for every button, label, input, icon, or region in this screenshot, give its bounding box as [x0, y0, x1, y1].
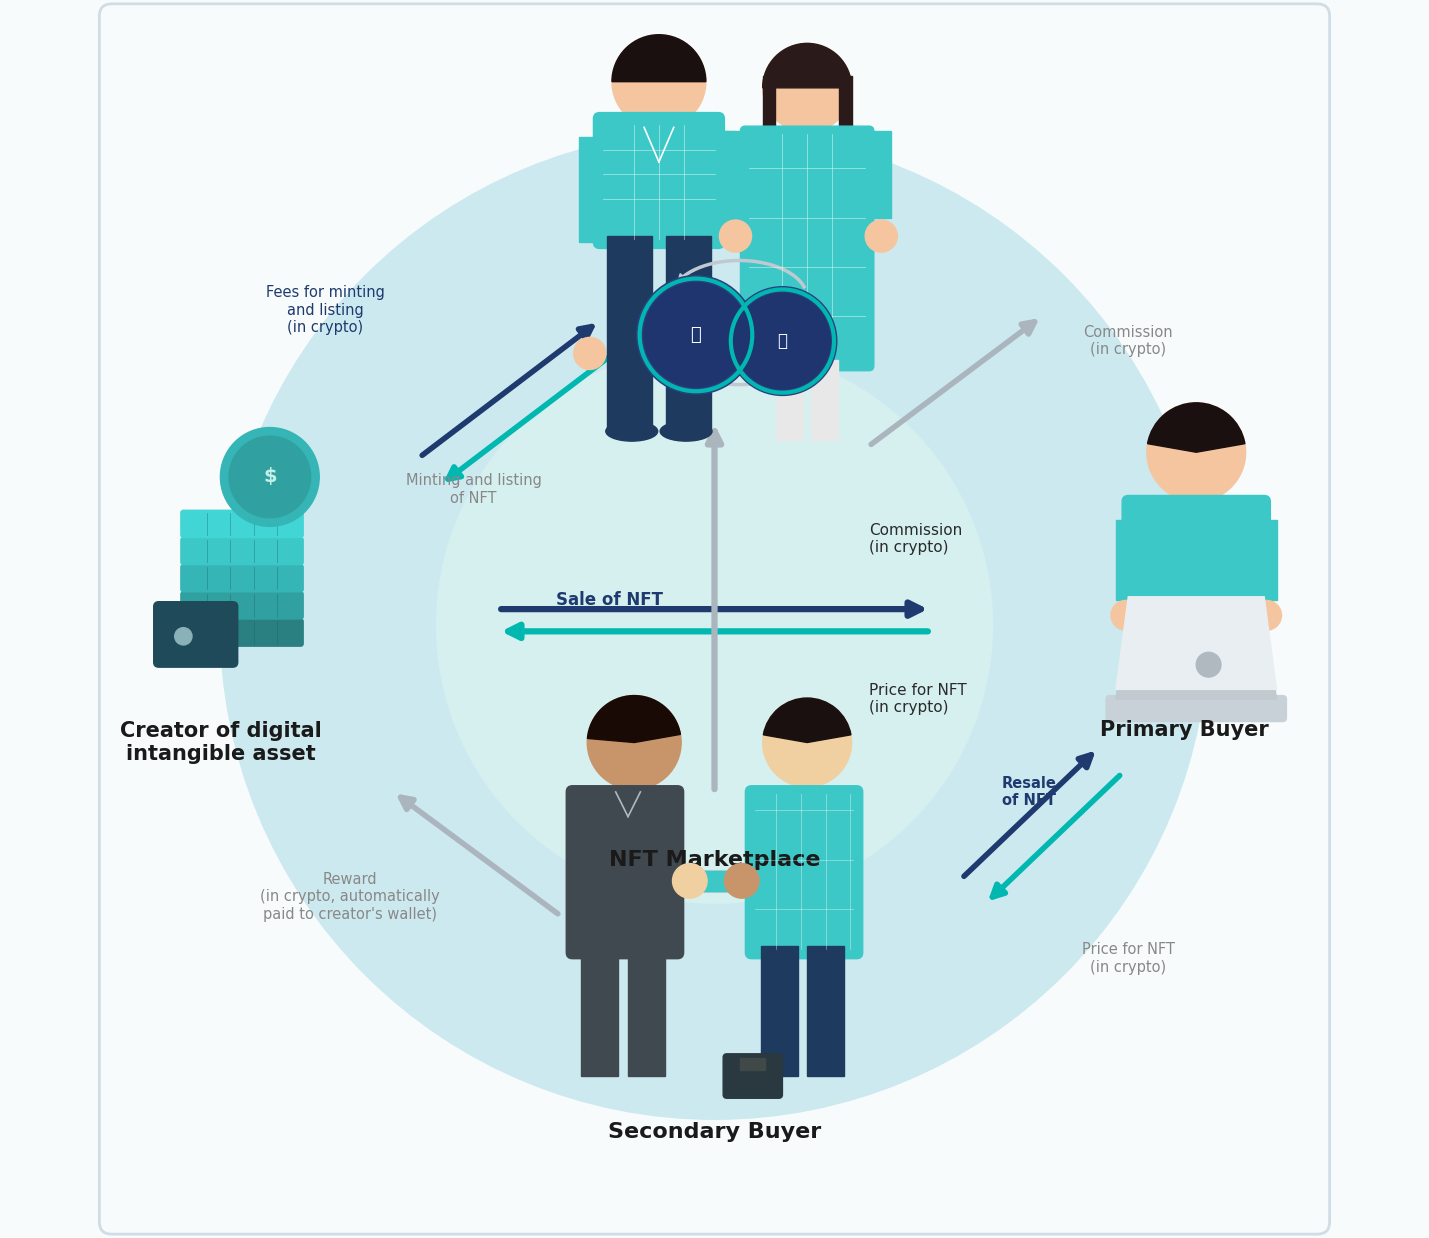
Bar	[579, 137, 600, 243]
Circle shape	[865, 220, 897, 253]
Polygon shape	[1116, 597, 1276, 690]
Bar	[839, 76, 852, 150]
Text: Price for NFT
(in crypto): Price for NFT (in crypto)	[869, 683, 966, 716]
Bar	[807, 946, 845, 1076]
FancyBboxPatch shape	[740, 126, 875, 370]
Wedge shape	[612, 35, 706, 82]
Bar	[762, 946, 799, 1076]
Circle shape	[437, 347, 992, 903]
Bar	[723, 131, 746, 218]
Bar	[649, 100, 669, 131]
Circle shape	[725, 864, 759, 898]
Bar	[1116, 520, 1135, 600]
Text: Reward
(in crypto, automatically
paid to creator's wallet): Reward (in crypto, automatically paid to…	[260, 872, 440, 922]
Circle shape	[1147, 402, 1246, 501]
Wedge shape	[763, 698, 850, 743]
Bar	[607, 236, 652, 427]
Circle shape	[714, 338, 746, 369]
Bar	[1258, 520, 1276, 600]
Text: NFT Marketplace: NFT Marketplace	[609, 849, 820, 870]
Text: Creator of digital
intangible asset: Creator of digital intangible asset	[120, 721, 322, 764]
Circle shape	[220, 131, 1209, 1119]
Bar	[797, 110, 817, 137]
Wedge shape	[1147, 402, 1245, 452]
Circle shape	[1196, 652, 1220, 677]
Circle shape	[229, 436, 310, 517]
FancyBboxPatch shape	[181, 510, 303, 537]
Circle shape	[735, 293, 830, 389]
FancyBboxPatch shape	[593, 113, 725, 249]
Bar	[797, 763, 817, 790]
Text: Sale of NFT: Sale of NFT	[556, 592, 663, 609]
Text: Commission
(in crypto): Commission (in crypto)	[869, 522, 962, 555]
Circle shape	[587, 696, 682, 790]
Circle shape	[637, 276, 756, 394]
Text: Minting and listing
of NFT: Minting and listing of NFT	[406, 473, 542, 505]
Polygon shape	[1116, 607, 1276, 699]
Text: ₿: ₿	[690, 326, 702, 344]
FancyBboxPatch shape	[181, 592, 303, 619]
Circle shape	[719, 220, 752, 253]
FancyBboxPatch shape	[181, 537, 303, 565]
FancyBboxPatch shape	[181, 565, 303, 592]
Text: Secondary Buyer: Secondary Buyer	[607, 1122, 822, 1141]
Circle shape	[612, 35, 706, 129]
Bar	[776, 359, 803, 439]
Bar	[666, 236, 710, 427]
Bar	[582, 946, 619, 1076]
Bar	[867, 131, 892, 218]
Circle shape	[644, 282, 749, 387]
Circle shape	[1110, 600, 1140, 630]
Circle shape	[763, 698, 852, 787]
Ellipse shape	[660, 421, 712, 441]
FancyBboxPatch shape	[154, 602, 237, 667]
Bar	[692, 872, 755, 891]
FancyBboxPatch shape	[1106, 696, 1286, 722]
FancyBboxPatch shape	[1122, 495, 1270, 631]
Circle shape	[220, 427, 319, 526]
Wedge shape	[763, 43, 852, 88]
Bar	[672, 872, 739, 891]
Text: ₿: ₿	[777, 332, 787, 350]
Text: Commission
(in crypto): Commission (in crypto)	[1083, 324, 1173, 358]
Ellipse shape	[606, 421, 657, 441]
Text: Resale
of NFT: Resale of NFT	[1002, 776, 1057, 808]
Bar	[810, 359, 837, 439]
FancyBboxPatch shape	[723, 1054, 783, 1098]
Wedge shape	[587, 696, 680, 743]
Circle shape	[729, 287, 837, 395]
Text: Fees for minting
and listing
(in crypto): Fees for minting and listing (in crypto)	[266, 285, 384, 335]
Circle shape	[174, 628, 191, 645]
FancyBboxPatch shape	[181, 619, 303, 646]
Bar	[763, 76, 775, 150]
FancyBboxPatch shape	[566, 786, 683, 958]
Bar	[1185, 474, 1208, 505]
Circle shape	[1252, 600, 1282, 630]
Circle shape	[763, 43, 852, 132]
Circle shape	[573, 338, 606, 369]
Bar	[740, 1057, 765, 1070]
Circle shape	[673, 864, 707, 898]
Text: $: $	[263, 468, 277, 487]
Text: Primary Buyer: Primary Buyer	[1099, 721, 1269, 740]
Bar	[624, 765, 644, 792]
Bar	[627, 946, 664, 1076]
Bar	[717, 137, 739, 243]
Text: Price for NFT
(in crypto): Price for NFT (in crypto)	[1082, 942, 1175, 974]
FancyBboxPatch shape	[746, 786, 863, 958]
